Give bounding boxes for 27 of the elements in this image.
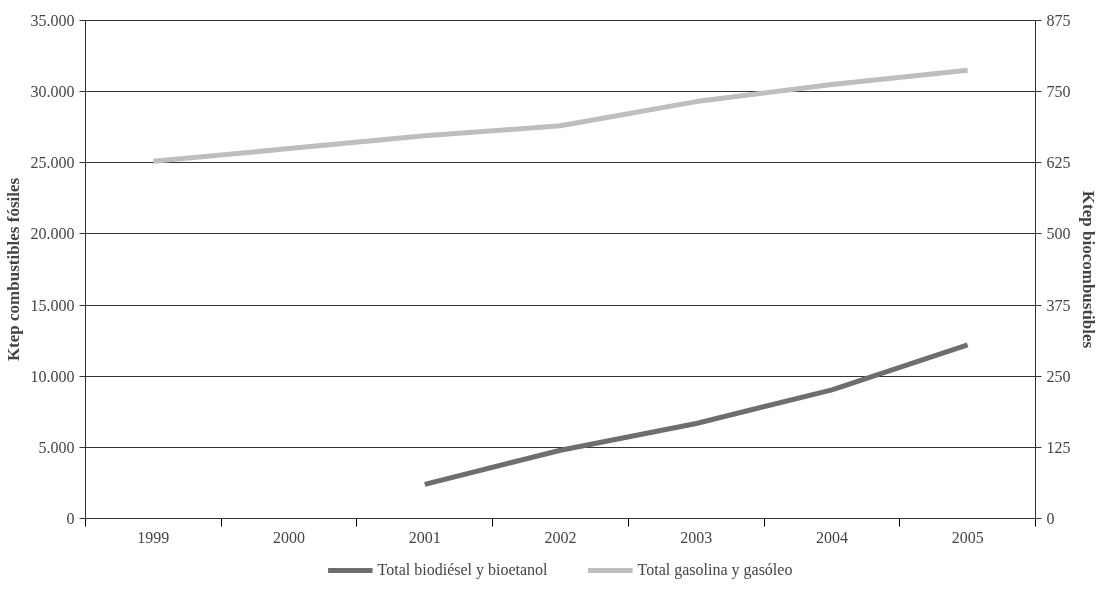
y-axis-title: Ktep combustibles fósiles: [3, 177, 23, 362]
legend-label: Total biodiésel y bioetanol: [377, 561, 548, 579]
y-tick-label: 5.000: [38, 438, 75, 456]
x-tick-label: 2004: [815, 528, 848, 546]
y-tick-label: 15.000: [30, 296, 75, 314]
y-tick-label: 10.000: [30, 367, 75, 385]
x-tick-label: 2000: [273, 528, 306, 546]
y-tick-label: 35.000: [30, 12, 75, 29]
y2-tick-label: 750: [1046, 83, 1071, 101]
y-tick-label: 30.000: [30, 83, 75, 101]
y2-axis-title: Ktep biocombustibles: [1078, 190, 1098, 349]
x-tick-label: 2003: [680, 528, 713, 546]
y-tick-label: 0: [66, 510, 75, 527]
x-tick-label: 2005: [951, 528, 984, 546]
x-tick-label: 1999: [137, 528, 170, 546]
y2-tick-label: 125: [1046, 438, 1071, 456]
y2-tick-label: 625: [1046, 154, 1071, 172]
y2-tick-label: 0: [1046, 510, 1055, 527]
x-tick-label: 2002: [544, 528, 577, 546]
y2-tick-label: 875: [1046, 12, 1071, 29]
legend-label: Total gasolina y gasóleo: [637, 561, 793, 579]
y-tick-label: 20.000: [30, 225, 75, 243]
x-tick-label: 2001: [408, 528, 441, 546]
y2-tick-label: 500: [1046, 225, 1071, 243]
y2-tick-label: 250: [1046, 367, 1071, 385]
y-tick-label: 25.000: [30, 154, 75, 172]
y2-tick-label: 375: [1046, 296, 1071, 314]
